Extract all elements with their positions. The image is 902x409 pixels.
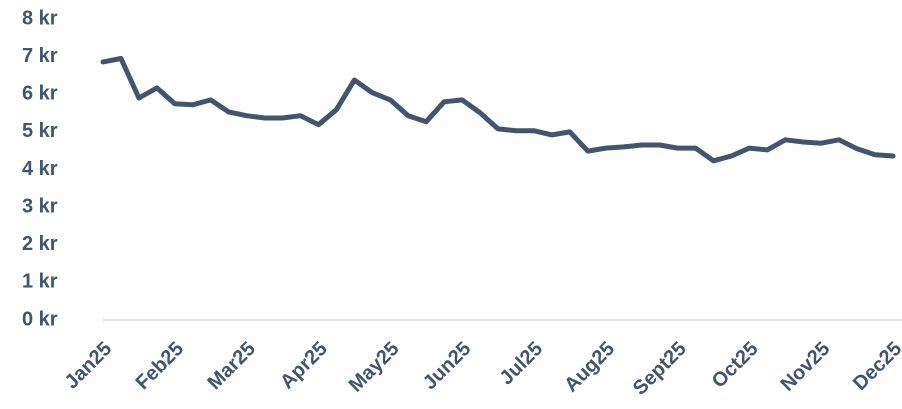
y-tick-label: 4 kr	[22, 158, 58, 180]
x-tick-label: Sept25	[629, 338, 691, 400]
y-tick-label: 0 kr	[22, 308, 58, 330]
y-tick-label: 5 kr	[22, 120, 58, 142]
x-tick-label: Aug25	[560, 338, 619, 397]
y-tick-label: 7 kr	[22, 45, 58, 67]
x-tick-label: Mar25	[203, 338, 259, 394]
y-tick-label: 6 kr	[22, 83, 58, 105]
x-tick-label: Jul25	[495, 338, 547, 390]
x-tick-label: Jan25	[61, 338, 117, 394]
x-tick-label: Nov25	[776, 338, 834, 396]
y-tick-label: 3 kr	[22, 195, 58, 217]
x-tick-label: Apr25	[276, 338, 332, 394]
x-tick-label: Dec25	[849, 338, 902, 395]
x-tick-label: Jun25	[419, 338, 475, 394]
data-line	[100, 56, 896, 164]
y-tick-label: 8 kr	[22, 7, 58, 29]
y-tick-label: 2 kr	[22, 233, 58, 255]
x-tick-label: May25	[345, 338, 404, 397]
y-tick-label: 1 kr	[22, 271, 58, 293]
x-tick-label: Oct25	[708, 338, 763, 393]
x-tick-label: Feb25	[132, 338, 188, 394]
